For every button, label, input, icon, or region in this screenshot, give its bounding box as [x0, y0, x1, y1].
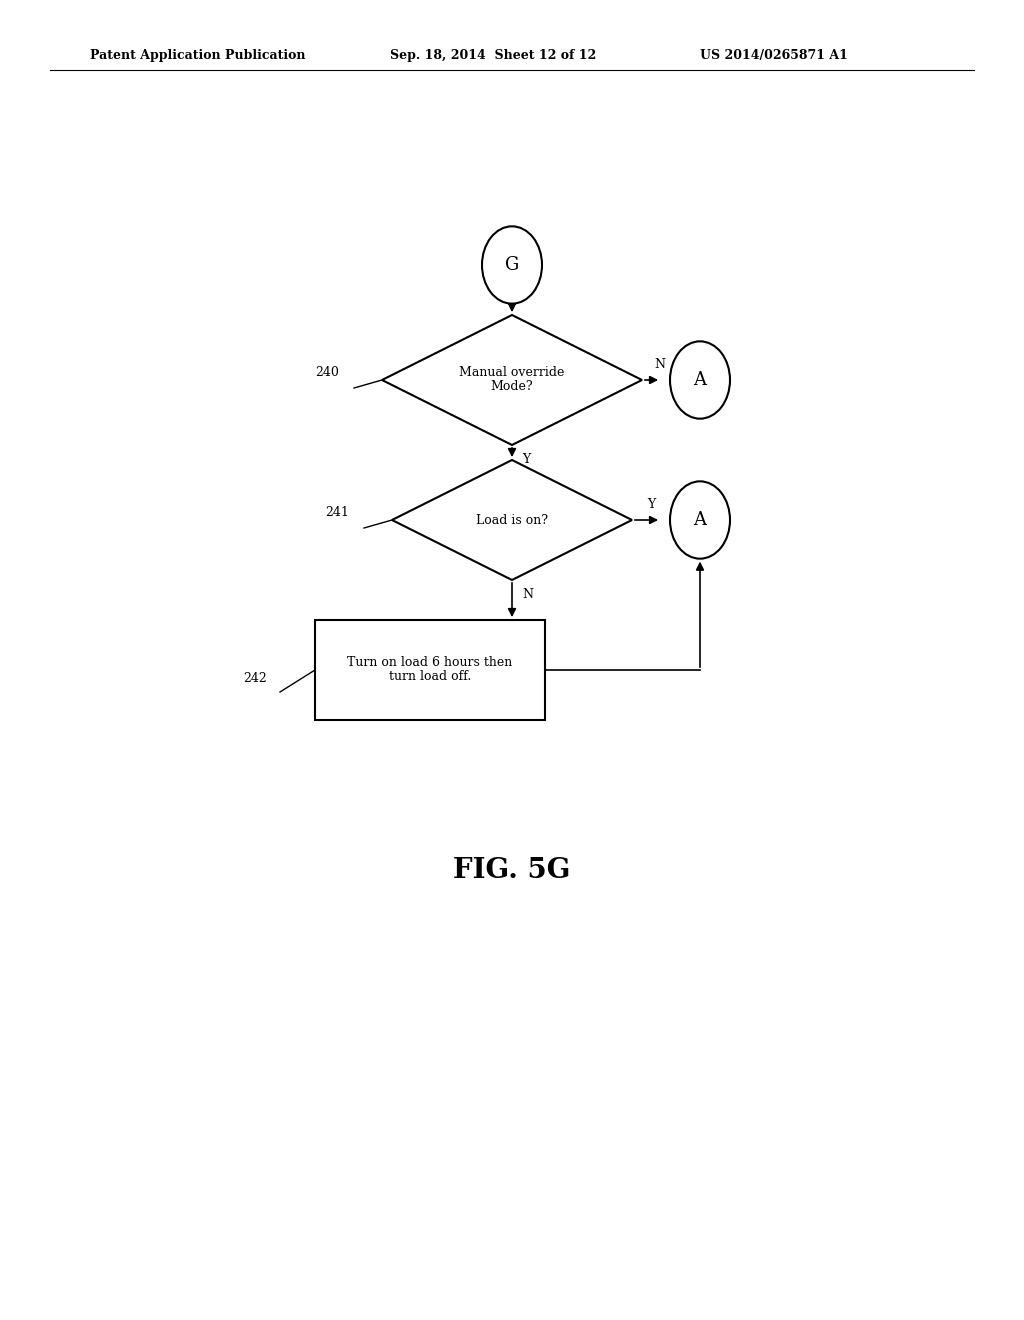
Text: Mode?: Mode? — [490, 380, 534, 393]
Text: A: A — [693, 511, 707, 529]
Text: 242: 242 — [243, 672, 267, 685]
Text: Manual override: Manual override — [460, 367, 564, 380]
Text: FIG. 5G: FIG. 5G — [454, 857, 570, 883]
Text: US 2014/0265871 A1: US 2014/0265871 A1 — [700, 49, 848, 62]
Text: Y: Y — [522, 453, 530, 466]
Text: Turn on load 6 hours then: Turn on load 6 hours then — [347, 656, 513, 669]
Text: G: G — [505, 256, 519, 275]
Bar — [315, 620, 545, 719]
Text: turn load off.: turn load off. — [389, 671, 471, 684]
Text: 240: 240 — [315, 366, 339, 379]
Text: Y: Y — [647, 498, 655, 511]
Text: A: A — [693, 371, 707, 389]
Text: Sep. 18, 2014  Sheet 12 of 12: Sep. 18, 2014 Sheet 12 of 12 — [390, 49, 596, 62]
Text: 241: 241 — [325, 506, 349, 519]
Text: Load is on?: Load is on? — [476, 513, 548, 527]
Text: N: N — [654, 358, 665, 371]
Text: N: N — [522, 587, 534, 601]
Text: Patent Application Publication: Patent Application Publication — [90, 49, 305, 62]
